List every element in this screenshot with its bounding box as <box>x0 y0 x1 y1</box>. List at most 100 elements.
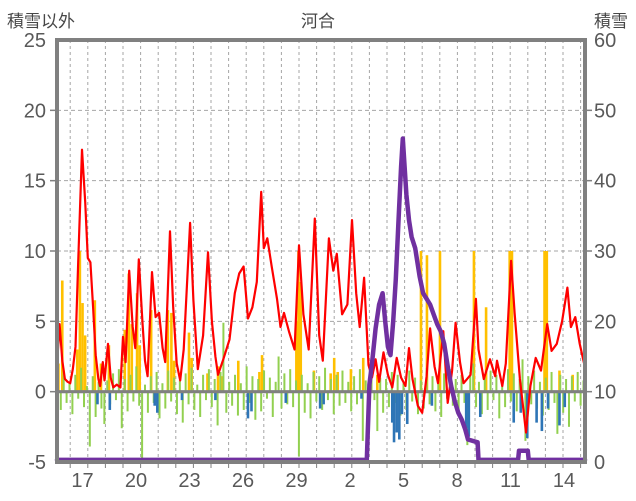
blue-bars <box>156 391 159 413</box>
green-bars <box>550 371 553 392</box>
green-bars <box>204 391 207 401</box>
green-bars <box>306 383 309 392</box>
green-bars <box>280 391 283 409</box>
green-bars <box>88 391 91 447</box>
green-bars <box>231 391 234 406</box>
blue-bars <box>405 391 409 425</box>
green-bars <box>132 391 135 402</box>
green-bars <box>126 391 129 412</box>
blue-bars <box>540 391 544 432</box>
blue-bars <box>390 391 394 423</box>
green-bars <box>489 370 492 392</box>
green-bars <box>507 369 509 392</box>
green-bars <box>373 391 376 401</box>
green-bars <box>324 367 327 392</box>
green-bars <box>138 391 141 406</box>
green-bars <box>411 391 414 402</box>
orange-bars <box>484 307 488 392</box>
orange-bars <box>545 251 549 392</box>
green-bars <box>225 391 228 413</box>
green-bars <box>164 391 167 409</box>
green-bars <box>480 391 483 415</box>
x-axis-tick-label: 2 <box>344 470 355 492</box>
green-bars <box>155 371 158 392</box>
blue-bars <box>246 391 250 419</box>
orange-bars <box>138 345 142 392</box>
orange-bars <box>216 366 220 392</box>
green-bars <box>544 377 547 392</box>
green-bars <box>210 391 213 408</box>
blue-bars <box>250 391 253 412</box>
green-bars <box>91 376 94 392</box>
green-bars <box>184 373 187 392</box>
green-bars <box>236 391 239 416</box>
green-bars <box>469 371 472 392</box>
right-axis-title: 積雪 <box>594 12 628 31</box>
green-bars <box>158 391 161 419</box>
orange-bars <box>299 281 303 392</box>
blue-bars <box>180 391 184 401</box>
orange-bars <box>83 335 87 392</box>
green-bars <box>312 371 315 392</box>
orange-bars <box>510 251 514 392</box>
green-bars <box>196 384 199 392</box>
green-bars <box>257 379 260 392</box>
plot-border <box>55 38 587 464</box>
green-bars <box>579 391 582 406</box>
right-axis-tick-label: 30 <box>594 241 616 263</box>
green-bars <box>268 377 271 392</box>
green-bars <box>524 391 527 441</box>
orange-bars <box>81 303 84 392</box>
x-axis-tick-label: 17 <box>71 470 93 492</box>
green-bars <box>181 391 184 423</box>
green-bars <box>178 380 181 392</box>
right-axis-tick-label: 20 <box>594 311 616 333</box>
green-bars <box>385 379 388 392</box>
green-bars <box>515 391 518 412</box>
green-bars <box>504 391 507 408</box>
green-bars <box>382 391 385 413</box>
orange-bars <box>187 332 191 392</box>
green-bars <box>332 391 335 415</box>
green-bars <box>576 371 579 392</box>
green-bars <box>556 391 559 434</box>
green-bars <box>85 386 88 392</box>
blue-bars <box>322 391 325 405</box>
green-bars <box>260 391 263 412</box>
green-bars-group <box>56 322 585 460</box>
orange-bars <box>332 357 336 392</box>
green-bars <box>353 376 356 392</box>
orange-bars <box>543 251 546 392</box>
left-axis-tick-label: 10 <box>24 241 46 263</box>
left-axis-tick-label: 0 <box>35 382 46 404</box>
orange-bars <box>75 349 79 392</box>
green-bars <box>303 391 306 413</box>
green-bars <box>65 391 68 403</box>
orange-bars <box>419 251 423 392</box>
green-bars <box>329 379 332 392</box>
green-bars <box>144 384 146 392</box>
green-bars <box>565 379 568 392</box>
snow-depth-line <box>54 136 588 463</box>
green-bars <box>414 377 417 392</box>
green-bars <box>80 367 83 392</box>
orange-bars <box>258 371 261 392</box>
blue-bars <box>318 391 322 409</box>
green-bars <box>428 391 431 405</box>
green-bars <box>120 391 123 429</box>
green-bars <box>390 371 393 392</box>
orange-bars <box>170 312 173 392</box>
green-bars <box>344 391 347 403</box>
green-bars <box>419 380 422 392</box>
green-bars <box>62 370 65 392</box>
green-bars <box>146 391 149 413</box>
blue-bars <box>563 391 567 408</box>
x-axis-tick-label: 14 <box>553 470 575 492</box>
green-bars <box>521 359 524 392</box>
orange-bars <box>166 310 170 392</box>
green-bars <box>355 391 358 405</box>
blue-bars <box>392 391 396 443</box>
green-bars <box>573 391 576 402</box>
green-bars <box>402 383 405 392</box>
